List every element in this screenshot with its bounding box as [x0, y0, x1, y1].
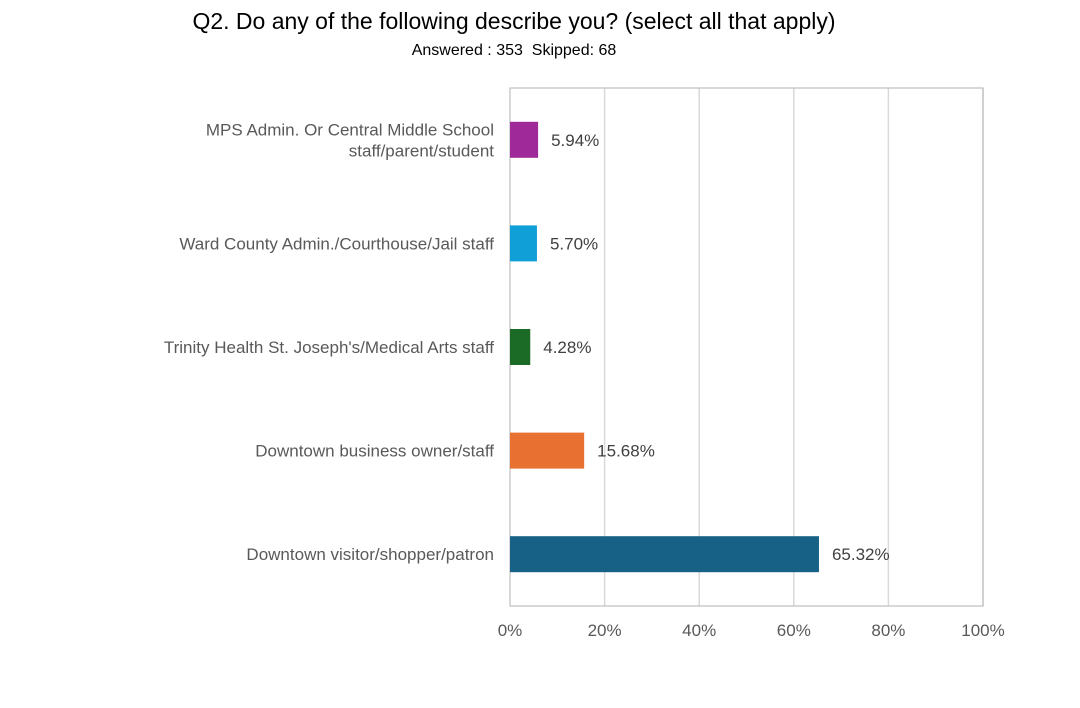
x-tick-label: 40% — [682, 621, 716, 640]
bar — [510, 536, 819, 573]
bar — [510, 432, 585, 469]
category-label: staff/parent/student — [349, 141, 495, 160]
data-label: 15.68% — [597, 442, 655, 461]
x-tick-label: 100% — [961, 621, 1004, 640]
bar — [510, 121, 539, 158]
skipped-count: 68 — [598, 42, 617, 59]
x-tick-label: 60% — [777, 621, 811, 640]
skipped-label: Skipped: — [531, 42, 595, 59]
category-label: Trinity Health St. Joseph's/Medical Arts… — [164, 338, 494, 357]
bar — [510, 225, 537, 262]
category-label: Downtown visitor/shopper/patron — [246, 545, 494, 564]
data-label: 4.28% — [543, 338, 591, 357]
data-label: 65.32% — [832, 545, 890, 564]
bar — [510, 329, 531, 365]
answered-count: 353 — [496, 42, 523, 59]
x-tick-label: 0% — [498, 621, 523, 640]
answered-label: Answered : — [411, 42, 492, 59]
x-tick-label: 20% — [588, 621, 622, 640]
chart-title: Q2. Do any of the following describe you… — [192, 8, 836, 34]
category-label: MPS Admin. Or Central Middle School — [206, 120, 494, 139]
x-tick-label: 80% — [871, 621, 905, 640]
data-label: 5.94% — [551, 131, 599, 150]
category-label: Downtown business owner/staff — [255, 442, 494, 461]
chart-subtitle: Answered : 353 Skipped: 68 — [0, 42, 1028, 60]
data-label: 5.70% — [550, 234, 598, 253]
category-label: Ward County Admin./Courthouse/Jail staff — [179, 234, 494, 253]
